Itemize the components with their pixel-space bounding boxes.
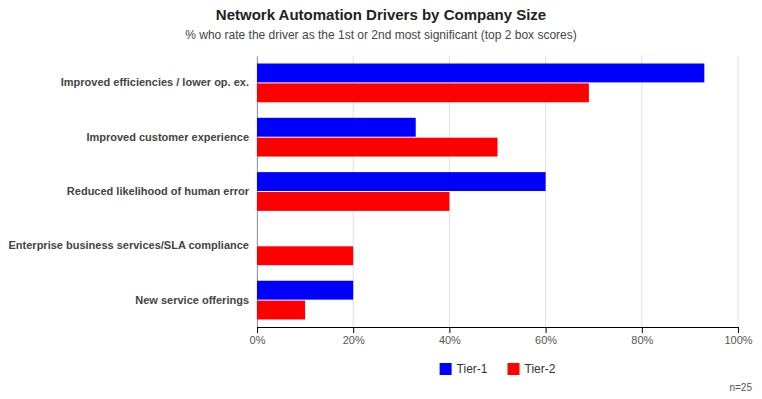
chart: Network Automation Drivers by Company Si… — [0, 0, 762, 399]
y-tick: Enterprise business services/SLA complia… — [9, 239, 257, 251]
axis-line — [258, 328, 739, 334]
x-tick: 60% — [535, 327, 557, 346]
x-tick: 20% — [343, 327, 365, 346]
legend-swatch — [508, 363, 520, 375]
x-tick-line — [738, 327, 739, 333]
bar — [257, 172, 546, 191]
x-tick-line — [642, 327, 643, 333]
legend-label: Tier-2 — [525, 362, 556, 376]
y-tick-label: Improved customer experience — [86, 131, 249, 143]
bar — [257, 301, 305, 320]
title: Network Automation Drivers by Company Si… — [216, 6, 546, 23]
bar — [257, 138, 498, 157]
x-tick-line — [257, 327, 258, 333]
x-tick-label: 20% — [343, 334, 365, 346]
x-tick-line — [449, 327, 450, 333]
y-tick: Reduced likelihood of human error — [67, 185, 257, 197]
subtitle: % who rate the driver as the 1st or 2nd … — [185, 28, 577, 42]
y-tick-label: Reduced likelihood of human error — [67, 185, 250, 197]
legend: Tier-1 Tier-2 — [440, 362, 556, 376]
x-tick: 40% — [439, 327, 461, 346]
x-tick-label: 80% — [631, 334, 653, 346]
y-tick: New service offerings — [135, 294, 257, 306]
legend-swatch — [440, 363, 452, 375]
y-tick-label: Enterprise business services/SLA complia… — [9, 239, 249, 251]
x-tick-line — [353, 327, 354, 333]
grid-line — [738, 56, 739, 327]
y-tick-label: New service offerings — [135, 294, 249, 306]
grid-line — [641, 56, 642, 327]
x-tick-label: 100% — [724, 334, 752, 346]
x-tick-label: 0% — [250, 334, 266, 346]
grid — [257, 56, 738, 327]
y-tick: Improved customer experience — [86, 131, 257, 143]
y-tick-label: Improved efficiencies / lower op. ex. — [61, 76, 249, 88]
bar — [257, 281, 353, 300]
bars — [257, 64, 704, 320]
bar — [257, 226, 258, 245]
x-tick: 80% — [631, 327, 653, 346]
legend-item: Tier-2 — [508, 362, 556, 376]
series — [257, 64, 704, 300]
x-tick-label: 60% — [535, 334, 557, 346]
series — [257, 83, 589, 319]
bar — [257, 246, 353, 265]
legend-item: Tier-1 — [440, 362, 488, 376]
y-axis: Improved efficiencies / lower op. ex. Imp… — [9, 57, 258, 328]
x-tick: 100% — [724, 327, 752, 346]
note: n=25 — [729, 382, 752, 393]
x-tick: 0% — [250, 327, 266, 346]
bar — [257, 118, 416, 137]
y-tick: Improved efficiencies / lower op. ex. — [61, 76, 257, 88]
x-tick-line — [546, 327, 547, 333]
bar — [257, 83, 589, 102]
bar — [257, 192, 449, 211]
x-axis: 0% 20% 40% 60% 80% 100% — [250, 327, 753, 346]
bar — [257, 64, 704, 83]
x-tick-label: 40% — [439, 334, 461, 346]
legend-label: Tier-1 — [457, 362, 488, 376]
